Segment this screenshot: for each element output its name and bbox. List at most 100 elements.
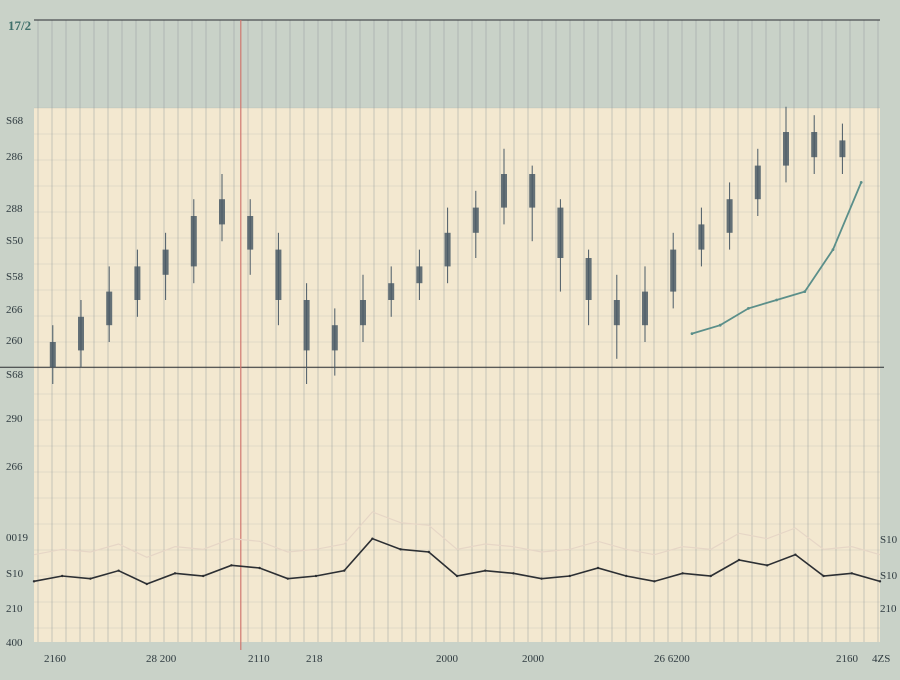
- x-tick-label: 2110: [248, 653, 270, 665]
- left-tick-label: 0019: [6, 532, 29, 544]
- candle-body: [275, 249, 282, 300]
- price-panel: [34, 108, 880, 642]
- x-tick-label: 26 6200: [654, 653, 690, 665]
- candle-body: [331, 325, 338, 351]
- candle-body: [501, 174, 507, 208]
- overlay-series-point: [775, 298, 778, 302]
- lower-series-point: [32, 580, 36, 583]
- lower-series-point: [371, 537, 374, 540]
- candle-body: [416, 266, 423, 284]
- candle-body: [642, 291, 648, 326]
- overlay-series-layer: [690, 181, 863, 335]
- left-tick-label: S68: [6, 115, 24, 127]
- lower-series-point: [568, 574, 571, 578]
- left-tick-label: 290: [6, 413, 23, 425]
- lower-series-point: [878, 580, 882, 583]
- candle-body: [698, 224, 705, 250]
- left-tick-label: 260: [6, 335, 23, 347]
- tick-labels: S68 286 288 S50 S58 266 260 S68 290 266 0019 S10 210…: [6, 115, 898, 665]
- lower-series-point: [681, 572, 684, 575]
- lower-series-point: [822, 574, 825, 578]
- candles-layer: [49, 106, 846, 384]
- lower-series-point: [399, 548, 402, 551]
- overlay-series-point: [690, 332, 694, 335]
- x-tick-label: 2000: [436, 653, 459, 665]
- left-tick-label: S58: [6, 271, 24, 283]
- lower-series-point: [709, 574, 712, 578]
- lower-series-point: [202, 574, 205, 578]
- lower-series-point: [540, 577, 543, 580]
- lower-series-point: [625, 574, 628, 578]
- candle-body: [839, 140, 846, 158]
- right-tick-label: 210: [880, 603, 897, 615]
- overlay-series-point: [718, 323, 722, 327]
- x-tick-label: 2000: [522, 653, 545, 665]
- left-tick-label: 210: [6, 603, 23, 615]
- left-tick-label: 286: [6, 151, 23, 163]
- overlay-series-point: [831, 248, 835, 252]
- lower-series-point: [653, 580, 656, 583]
- candle-body: [106, 291, 113, 326]
- candle-body: [811, 132, 818, 158]
- lower-series-point: [794, 553, 797, 556]
- lower-series-point: [484, 569, 487, 572]
- corner-label: 17/2: [8, 18, 31, 33]
- faint-lines: [33, 511, 881, 558]
- candle-body: [162, 249, 169, 275]
- x-tick-label: 2160: [836, 653, 859, 665]
- candle-body: [388, 283, 395, 300]
- candle-body: [670, 249, 677, 292]
- right-tick-label: S10: [880, 534, 898, 546]
- candle-body: [557, 207, 564, 258]
- lower-series-point: [427, 550, 430, 554]
- lower-series-point: [230, 564, 233, 567]
- lower-series-point: [258, 566, 261, 570]
- candle-body: [754, 165, 761, 200]
- candle-body: [78, 316, 84, 351]
- candle-body: [585, 258, 592, 300]
- candle-body: [49, 342, 56, 368]
- overlay-series-point: [803, 290, 807, 293]
- lower-series-point: [145, 582, 148, 586]
- lower-series-point: [737, 558, 741, 562]
- candle-body: [303, 300, 310, 351]
- lower-series-layer: [32, 537, 882, 586]
- right-tick-label: S10: [880, 570, 898, 582]
- x-tick-label: 2160: [44, 653, 67, 665]
- lower-series-point: [850, 572, 853, 575]
- candle-body: [472, 207, 479, 233]
- left-tick-label: 288: [6, 203, 23, 215]
- candle-body: [134, 266, 141, 300]
- candle-body: [247, 216, 254, 250]
- overlay-series-point: [747, 307, 750, 310]
- candle-body: [783, 132, 789, 166]
- left-tick-label: S50: [6, 235, 24, 247]
- left-tick-label: 266: [6, 304, 23, 316]
- lower-series-point: [766, 564, 769, 567]
- candle-body: [529, 174, 536, 208]
- left-tick-label: S10: [6, 568, 24, 580]
- candle-body: [360, 300, 366, 326]
- lower-series-point: [89, 577, 92, 580]
- lower-series-point: [117, 569, 120, 572]
- overlay-series-point: [859, 181, 863, 184]
- grid-lines: [0, 19, 884, 650]
- left-tick-label: 266: [6, 461, 23, 473]
- x-tick-label: 28 200: [146, 653, 177, 665]
- lower-series-point: [61, 574, 64, 578]
- x-tick-label: 218: [306, 653, 323, 665]
- lower-series-point: [455, 574, 459, 578]
- candle-body: [444, 232, 451, 267]
- lower-series-point: [343, 569, 346, 572]
- lower-series-point: [286, 577, 289, 580]
- lower-series-point: [173, 572, 177, 575]
- candle-body: [190, 216, 197, 267]
- x-tick-label: 4ZS: [872, 653, 890, 665]
- lower-series-point: [314, 574, 318, 578]
- candle-body: [613, 300, 620, 326]
- faint-line: [33, 511, 881, 558]
- left-tick-label: S68: [6, 369, 24, 381]
- candle-body: [219, 199, 225, 225]
